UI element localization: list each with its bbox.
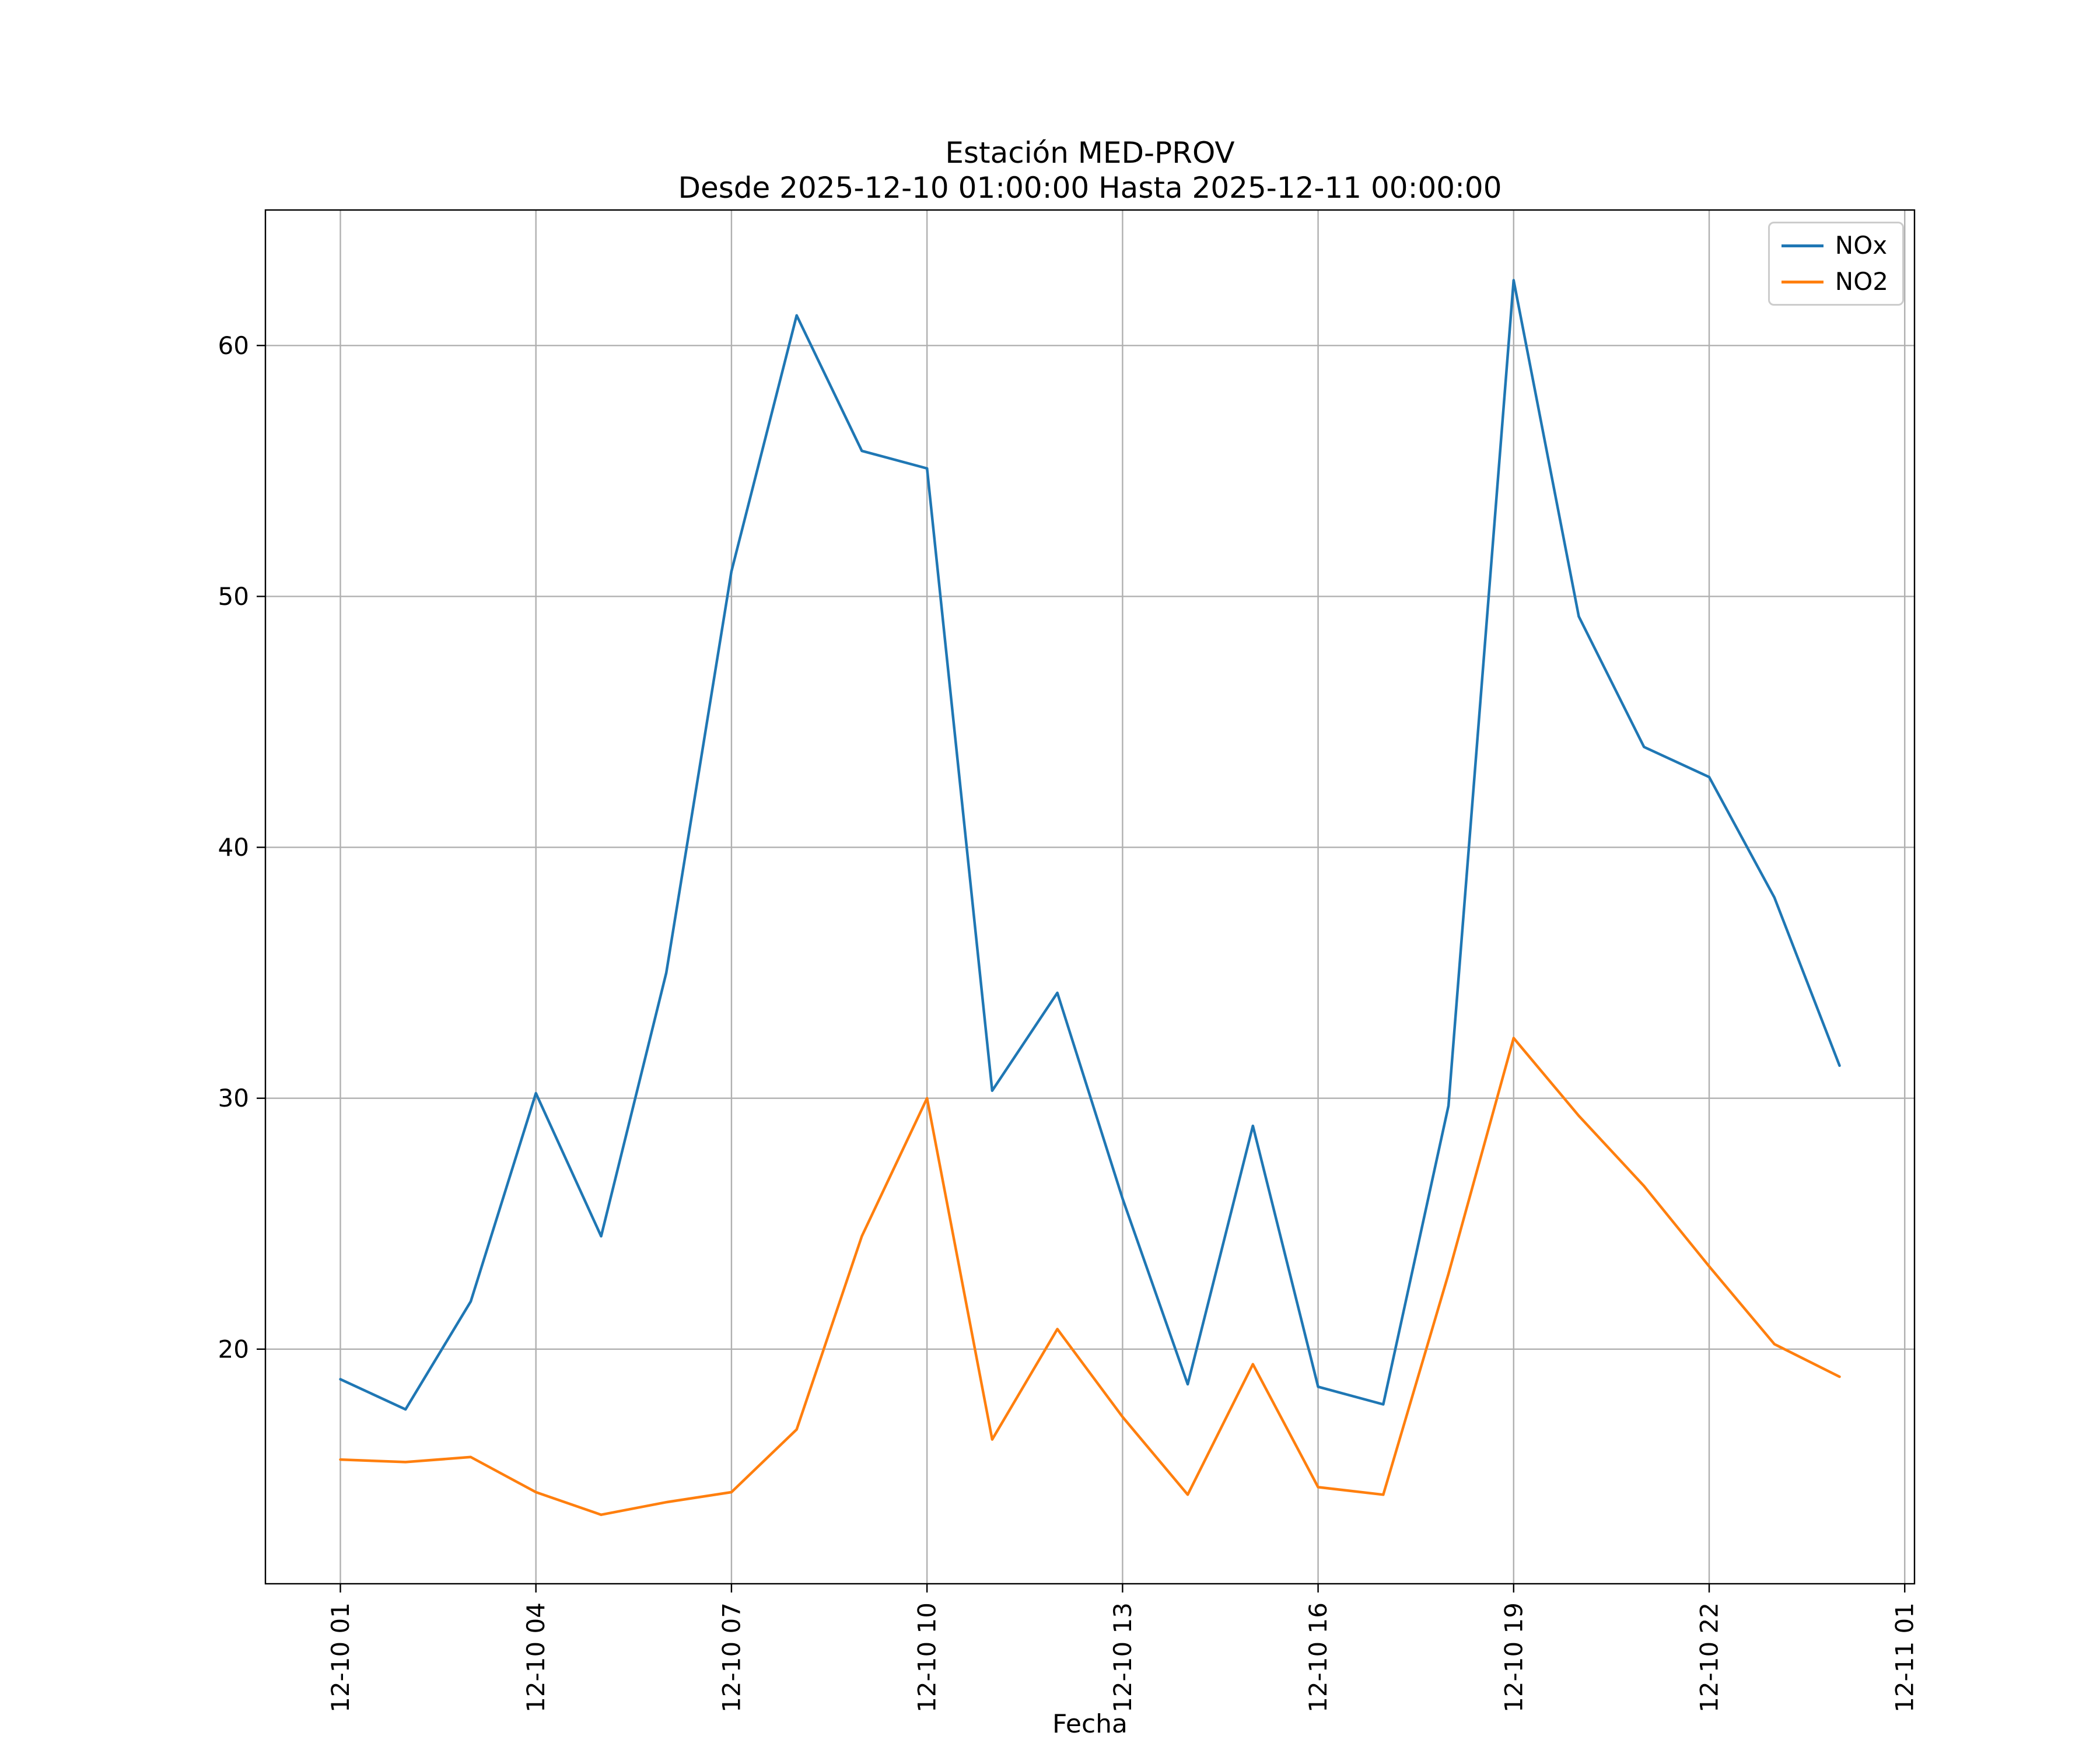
- y-tick-label: 20: [218, 1335, 249, 1363]
- x-tick-label: 12-10 16: [1304, 1602, 1332, 1713]
- chart-subtitle: Desde 2025-12-10 01:00:00 Hasta 2025-12-…: [678, 171, 1502, 205]
- x-tick-label: 12-10 07: [717, 1602, 746, 1713]
- plot-frame: [264, 209, 1916, 1585]
- series-line-nox: [339, 279, 1841, 1411]
- x-tick-label: 12-10 10: [913, 1602, 942, 1713]
- x-tick-label: 12-10 22: [1695, 1602, 1724, 1713]
- legend-entry-nox: NOx: [1781, 231, 1888, 260]
- legend: NOx NO2: [1768, 222, 1904, 306]
- x-tick-label: 12-11 01: [1891, 1602, 1919, 1713]
- x-tick-label: 12-10 13: [1108, 1602, 1137, 1713]
- legend-label-no2: NO2: [1835, 267, 1888, 296]
- legend-line-no2: [1781, 280, 1824, 284]
- y-tick-label: 40: [218, 833, 249, 862]
- y-tick-label: 50: [218, 582, 249, 611]
- x-axis-label: Fecha: [1052, 1709, 1128, 1739]
- chart-title-block: Estación MED-PROV Desde 2025-12-10 01:00…: [265, 135, 1915, 205]
- x-tick-label: 12-10 19: [1499, 1602, 1528, 1713]
- legend-label-nox: NOx: [1835, 231, 1888, 260]
- series-line-no2: [339, 1037, 1841, 1516]
- y-tick-label: 30: [218, 1084, 249, 1112]
- x-tick-label: 12-10 04: [522, 1602, 550, 1713]
- x-tick-label: 12-10 01: [326, 1602, 355, 1713]
- legend-entry-no2: NO2: [1781, 267, 1888, 296]
- y-tick-label: 60: [218, 331, 249, 360]
- legend-line-nox: [1781, 244, 1824, 247]
- chart-title: Estación MED-PROV: [945, 136, 1235, 170]
